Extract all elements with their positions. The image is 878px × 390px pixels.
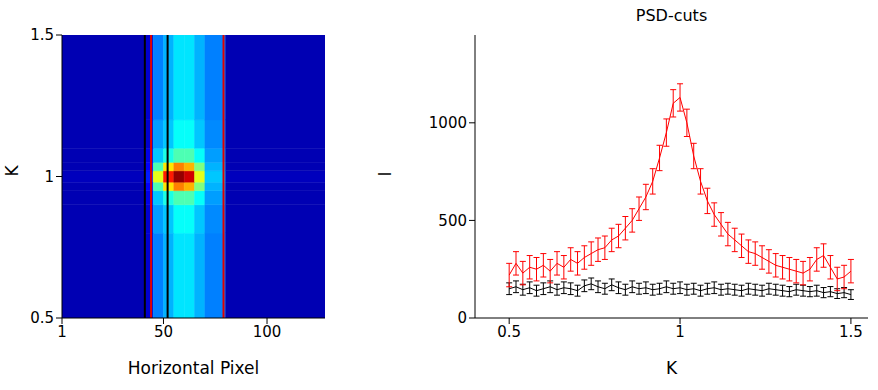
svg-text:1.5: 1.5 bbox=[839, 323, 863, 341]
svg-text:1: 1 bbox=[57, 323, 67, 341]
svg-text:1.5: 1.5 bbox=[30, 26, 54, 44]
svg-text:1000: 1000 bbox=[429, 114, 467, 132]
svg-text:I: I bbox=[375, 171, 395, 176]
svg-text:K: K bbox=[2, 165, 22, 177]
svg-text:100: 100 bbox=[253, 323, 282, 341]
svg-text:0.5: 0.5 bbox=[497, 323, 521, 341]
svg-text:Horizontal Pixel: Horizontal Pixel bbox=[128, 358, 260, 378]
svg-text:0.5: 0.5 bbox=[30, 309, 54, 327]
svg-text:500: 500 bbox=[438, 212, 467, 230]
svg-text:1: 1 bbox=[675, 323, 685, 341]
svg-text:0: 0 bbox=[457, 309, 467, 327]
svg-text:K: K bbox=[666, 358, 678, 378]
svg-text:1: 1 bbox=[44, 168, 54, 186]
html-text:PSD-cuts: PSD-cuts bbox=[635, 6, 708, 25]
svg-text:50: 50 bbox=[154, 323, 173, 341]
